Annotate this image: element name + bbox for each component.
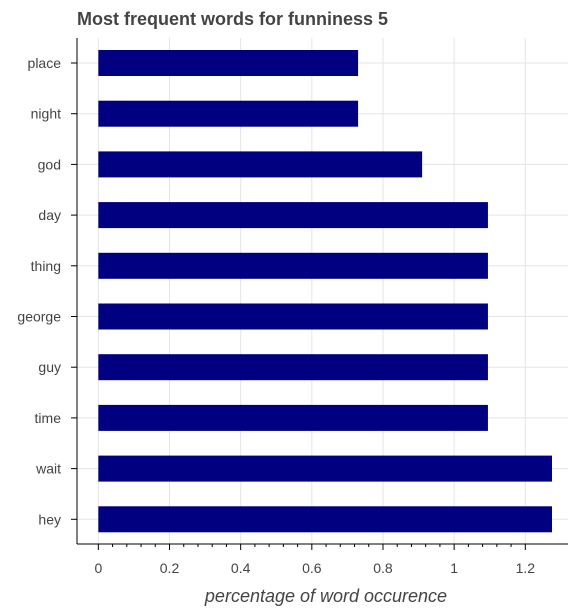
bar-guy bbox=[98, 354, 488, 381]
bar-george bbox=[98, 303, 488, 330]
x-tick-label: 0.8 bbox=[373, 560, 393, 576]
x-tick-label: 0.4 bbox=[231, 560, 251, 576]
x-tick-label: 1 bbox=[450, 560, 458, 576]
y-tick-label: thing bbox=[31, 258, 61, 274]
y-tick-label: night bbox=[31, 106, 61, 122]
y-tick-label: wait bbox=[35, 461, 61, 477]
bar-thing bbox=[98, 252, 488, 279]
chart-title: Most frequent words for funniness 5 bbox=[77, 9, 388, 29]
x-axis-label: percentage of word occurence bbox=[204, 586, 447, 606]
y-tick-label: god bbox=[38, 156, 61, 172]
bar-layer bbox=[98, 50, 552, 533]
y-tick-label: hey bbox=[38, 511, 61, 527]
bar-wait bbox=[98, 455, 552, 482]
x-tick-layer: 0 0.2 0.4 0.6 0.8 1 1.2 bbox=[94, 544, 535, 576]
axis-layer bbox=[76, 38, 568, 545]
x-tick-label: 0.6 bbox=[302, 560, 322, 576]
bar-day bbox=[98, 202, 488, 229]
bar-night bbox=[98, 100, 359, 127]
y-tick-label: time bbox=[35, 410, 62, 426]
bar-hey bbox=[98, 506, 552, 533]
x-tick-label: 1.2 bbox=[516, 560, 536, 576]
y-tick-label: day bbox=[38, 207, 61, 223]
y-tick-label: place bbox=[28, 55, 62, 71]
bar-time bbox=[98, 404, 488, 431]
y-tick-layer: place night god day thing george guy time wait he… bbox=[17, 55, 77, 527]
x-tick-label: 0 bbox=[94, 560, 102, 576]
y-tick-label: guy bbox=[38, 359, 61, 375]
y-tick-label: george bbox=[17, 309, 61, 325]
bar-place bbox=[98, 50, 359, 76]
bar-god bbox=[98, 151, 423, 178]
x-tick-label: 0.2 bbox=[160, 560, 180, 576]
